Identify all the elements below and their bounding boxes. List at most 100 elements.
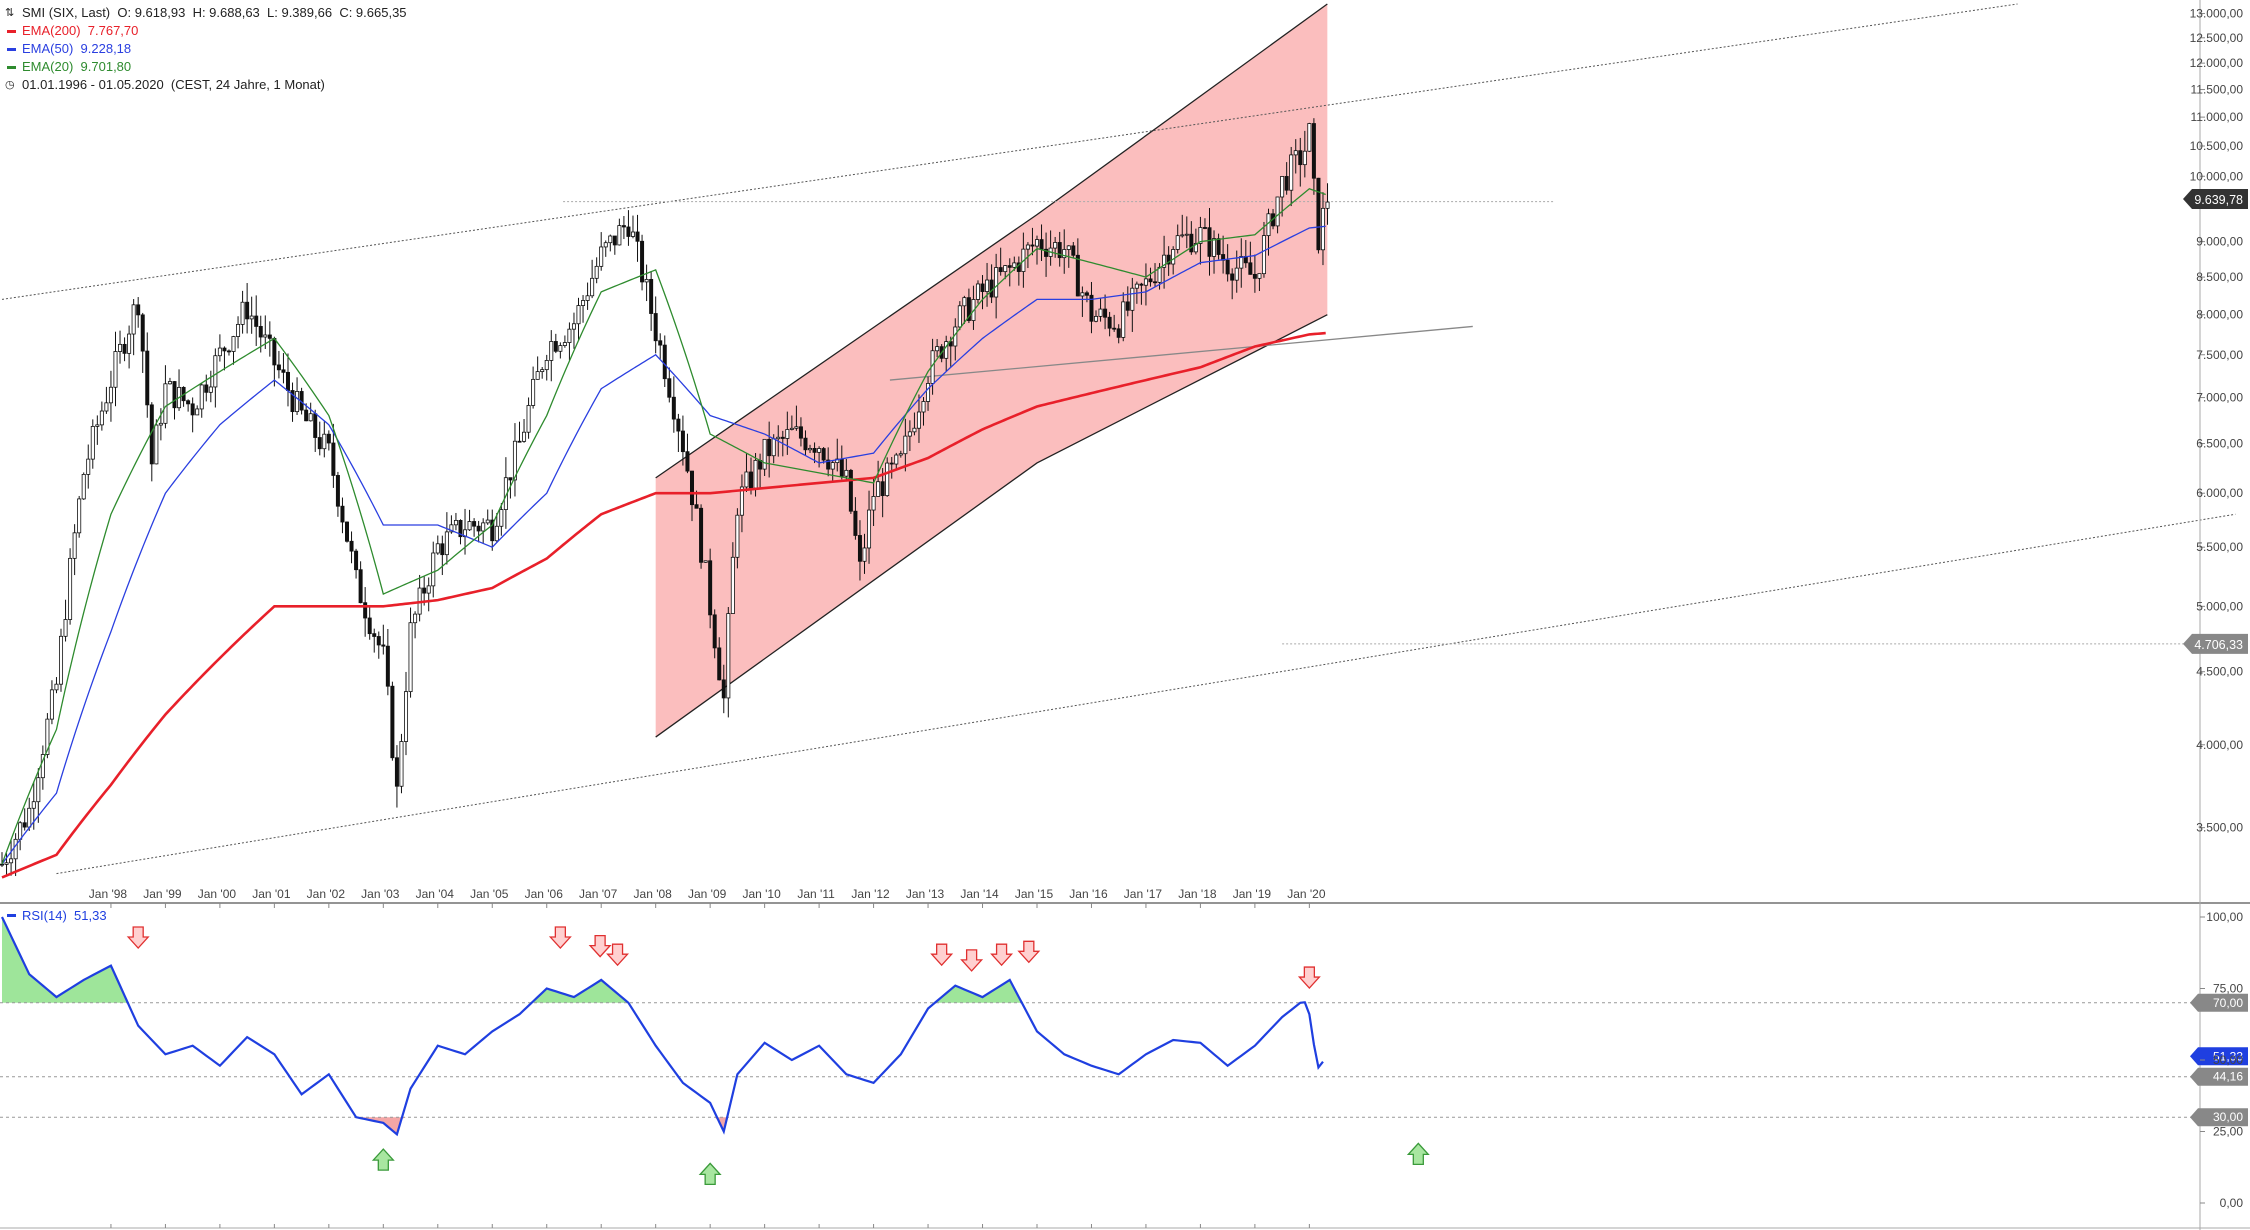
candle (517, 440, 522, 443)
candle (236, 323, 241, 337)
legend-ema200[interactable]: EMA(200) 7.767,70 (5, 22, 407, 40)
candle (817, 448, 822, 453)
trend-line-2[interactable] (889, 325, 1473, 381)
candle (1261, 235, 1266, 275)
trend-line-1[interactable] (56, 513, 2236, 875)
chart-type-icon[interactable]: ⇅ (5, 7, 15, 19)
price-label-box[interactable] (2183, 633, 2248, 654)
candle (422, 587, 427, 594)
candle (190, 403, 195, 416)
candle (1121, 301, 1126, 338)
buy-arrow-icon[interactable] (698, 1162, 722, 1186)
candle (649, 278, 654, 314)
price-pane[interactable] (0, 3, 2236, 879)
ema-line-200[interactable] (1, 331, 1326, 879)
candle (81, 474, 86, 500)
candle (1325, 201, 1330, 209)
candle (108, 386, 113, 404)
price-tick-label: 3.500,00 (2196, 821, 2243, 835)
candle (508, 477, 513, 481)
candle (808, 448, 813, 451)
candle (204, 384, 209, 393)
candle (145, 350, 150, 406)
candle (994, 267, 999, 298)
candle (285, 371, 290, 391)
ema-line-50[interactable] (1, 225, 1326, 865)
candle (295, 391, 300, 413)
candle (989, 279, 994, 298)
candle (167, 381, 172, 385)
candle (1320, 207, 1325, 251)
sell-arrow-icon[interactable] (606, 943, 630, 967)
candle (349, 540, 354, 552)
sell-arrow-icon[interactable] (548, 926, 572, 949)
candle (721, 679, 726, 699)
time-tick-label: Jan '09 (688, 887, 727, 901)
sell-arrow-icon[interactable] (930, 943, 954, 967)
candle (1034, 239, 1039, 247)
candle (794, 426, 799, 429)
channel-upper-line[interactable] (655, 3, 1328, 479)
time-tick-label: Jan '12 (851, 887, 890, 901)
candle (31, 801, 36, 809)
rsi-pane[interactable] (0, 916, 2200, 1186)
rsi-line[interactable] (1, 916, 1324, 1137)
candle (957, 305, 962, 328)
ema-line-20[interactable] (1, 188, 1326, 865)
price-tick-label: 8.500,00 (2196, 270, 2243, 284)
rsi-value: 51,33 (74, 908, 107, 923)
sell-arrow-icon[interactable] (588, 934, 612, 958)
price-tick-label: 11.000,00 (2191, 110, 2244, 124)
candle (394, 757, 399, 787)
candle (158, 422, 163, 426)
candle (344, 521, 349, 542)
sell-arrow-icon[interactable] (990, 943, 1014, 967)
candle (240, 301, 245, 325)
candle (571, 323, 576, 330)
candle (267, 334, 272, 339)
candle (263, 334, 268, 338)
candle (1157, 266, 1162, 283)
price-tick-label: 8.000,00 (2196, 308, 2243, 322)
candle (1003, 265, 1008, 273)
candle (367, 617, 372, 635)
candle (1148, 278, 1153, 283)
candle (867, 509, 872, 549)
legend-ema50[interactable]: EMA(50) 9.228,18 (5, 40, 407, 58)
legend-ema20[interactable]: EMA(20) 9.701,80 (5, 58, 407, 76)
candle (771, 438, 776, 457)
candle (1189, 233, 1194, 253)
candle (744, 471, 749, 488)
candle (798, 426, 803, 439)
candle (599, 246, 604, 267)
candle (385, 645, 390, 687)
candle (136, 304, 141, 316)
trend-line-0[interactable] (1, 3, 2018, 300)
price-label-box[interactable] (2183, 189, 2248, 210)
candle (544, 360, 549, 371)
candle (1057, 242, 1062, 259)
sell-arrow-icon[interactable] (1297, 966, 1321, 990)
rsi-legend[interactable]: RSI(14) 51,33 (5, 908, 107, 923)
candle (916, 411, 921, 429)
candle (1230, 273, 1235, 281)
buy-arrow-icon[interactable] (1406, 1142, 1430, 1166)
candle (735, 514, 740, 558)
channel-lower-line[interactable] (655, 314, 1328, 738)
clock-icon[interactable]: ◷ (5, 79, 15, 91)
candle (780, 436, 785, 439)
candle (853, 510, 858, 536)
time-tick-label: Jan '16 (1069, 887, 1108, 901)
sell-arrow-icon[interactable] (126, 926, 150, 949)
candle (821, 448, 826, 461)
sell-arrow-icon[interactable] (1017, 940, 1041, 964)
candle (95, 424, 100, 427)
ema20-swatch (7, 65, 16, 69)
ema50-value: 9.228,18 (80, 41, 132, 56)
candle (9, 858, 14, 864)
sell-arrow-icon[interactable] (960, 949, 984, 972)
buy-arrow-icon[interactable] (371, 1148, 395, 1171)
price-tick-label: 5.500,00 (2196, 540, 2243, 554)
ema50-swatch (7, 47, 16, 51)
